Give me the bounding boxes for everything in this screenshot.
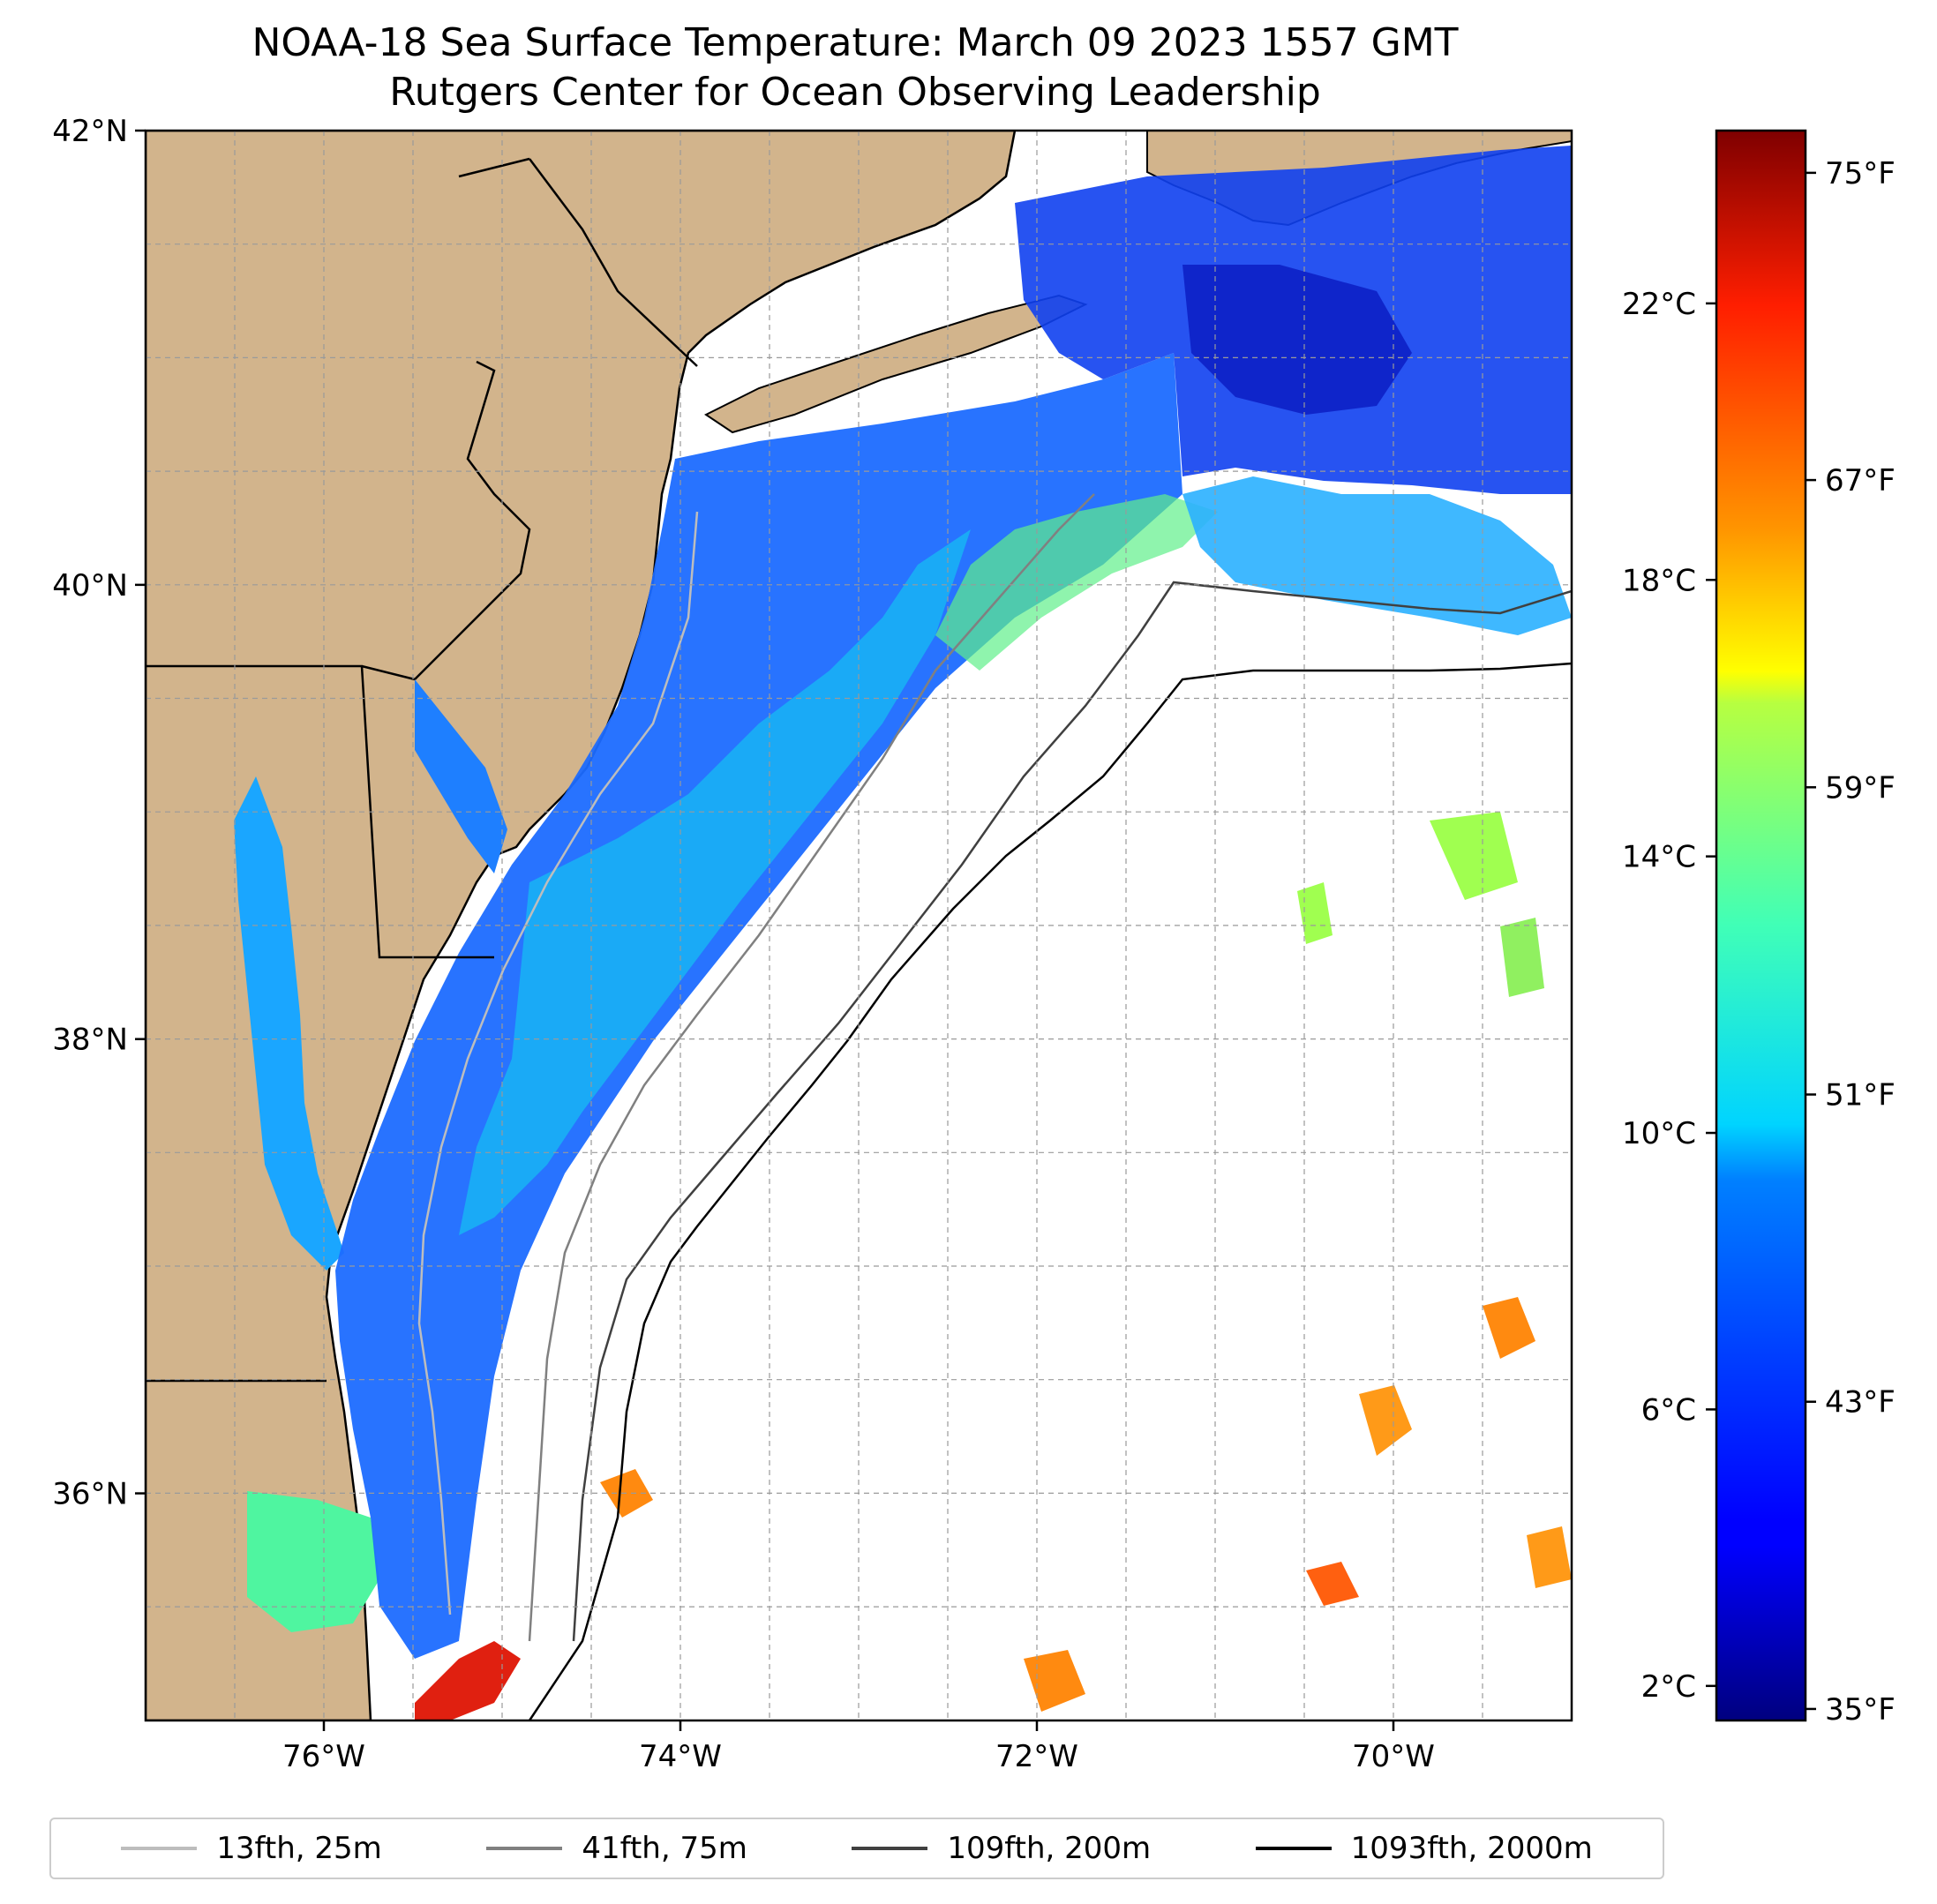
legend-item-200m: 109fth, 200m — [852, 1831, 1151, 1866]
colorbar-celsius-label: 14°C — [1622, 840, 1696, 875]
chart-subtitle: Rutgers Center for Ocean Observing Leade… — [389, 70, 1321, 115]
sst-slope-cyan — [1182, 476, 1572, 635]
chesapeake-bay — [234, 776, 344, 1271]
sst-green-patch-2 — [1297, 882, 1333, 944]
legend-swatch-2000m — [1255, 1847, 1332, 1850]
isobath-2000m — [528, 662, 1572, 1720]
colorbar-fahrenheit-label: 67°F — [1825, 463, 1896, 498]
lat-tick-label: 36°N — [52, 1477, 128, 1512]
colorbar-fahrenheit-label: 59°F — [1825, 770, 1896, 806]
colorbar-fahrenheit-label: 51°F — [1825, 1078, 1896, 1113]
sst-warm-patch-2 — [1024, 1650, 1085, 1712]
isobath-25m — [417, 511, 699, 1615]
lat-axis: 42°N 40°N 38°N 36°N — [52, 114, 146, 1512]
colorbar-celsius-label: 22°C — [1622, 287, 1696, 322]
lon-tick-label: 76°W — [282, 1739, 365, 1774]
sst-green-patch-3 — [1500, 918, 1544, 997]
legend-item-75m: 41fth, 75m — [486, 1831, 747, 1866]
legend-item-2000m: 1093fth, 2000m — [1255, 1831, 1593, 1866]
legend-swatch-25m — [121, 1847, 198, 1850]
sst-shelfbreak-green — [935, 494, 1218, 671]
isobath-75m — [528, 493, 1095, 1642]
isobath-200m — [572, 581, 1572, 1642]
legend-label-2000m: 1093fth, 2000m — [1350, 1831, 1593, 1866]
legend-item-25m: 13fth, 25m — [121, 1831, 382, 1866]
lon-tick-label: 74°W — [639, 1739, 722, 1774]
colorbar-celsius-label: 18°C — [1622, 563, 1696, 598]
pamlico-sound — [247, 1491, 379, 1632]
sst-map: 42°N 40°N 38°N 36°N 76°W 74°W 72°W 70°W 2°C 6°C… — [52, 114, 1896, 1774]
legend: 13fth, 25m 41fth, 75m 109fth, 200m 1093f… — [49, 1818, 1664, 1879]
colorbar-fahrenheit-axis: 35°F 43°F 51°F 59°F 67°F 75°F — [1806, 156, 1896, 1728]
sst-warm-patch-6 — [1306, 1562, 1359, 1606]
colorbar-celsius-label: 2°C — [1641, 1669, 1696, 1705]
lat-tick-label: 42°N — [52, 114, 128, 149]
lon-axis: 76°W 74°W 72°W 70°W — [282, 1720, 1435, 1774]
sst-warm-patch-3 — [1359, 1385, 1412, 1456]
lon-tick-label: 72°W — [995, 1739, 1078, 1774]
colorbar-celsius-label: 10°C — [1622, 1116, 1696, 1151]
lon-tick-label: 70°W — [1352, 1739, 1435, 1774]
sst-dark-blue-patch — [1182, 265, 1412, 415]
legend-label-200m: 109fth, 200m — [947, 1831, 1152, 1866]
legend-label-75m: 41fth, 75m — [582, 1831, 747, 1866]
colorbar-celsius-label: 6°C — [1641, 1392, 1696, 1428]
colorbar-fahrenheit-label: 75°F — [1825, 156, 1896, 191]
chart-title: NOAA-18 Sea Surface Temperature: March 0… — [252, 20, 1459, 65]
sst-green-patch-1 — [1430, 812, 1518, 900]
sst-warm-patch-4 — [1483, 1297, 1535, 1359]
legend-label-25m: 13fth, 25m — [216, 1831, 382, 1866]
lon-gridlines — [234, 131, 1483, 1720]
sst-coastal-blue — [335, 353, 1182, 1659]
colorbar-fahrenheit-label: 35°F — [1825, 1692, 1896, 1728]
sst-gulfstream-red-cape — [415, 1641, 521, 1720]
sst-shelf-cyan — [459, 529, 971, 1235]
sst-warm-patch-5 — [1527, 1526, 1572, 1588]
map-frame — [144, 129, 1573, 1722]
legend-swatch-200m — [852, 1847, 928, 1850]
colorbar-fahrenheit-label: 43°F — [1825, 1385, 1896, 1421]
lat-tick-label: 38°N — [52, 1023, 128, 1058]
delaware-bay — [415, 679, 507, 873]
colorbar-celsius-axis: 2°C 6°C 10°C 14°C 18°C 22°C — [1622, 287, 1716, 1705]
legend-swatch-75m — [486, 1847, 563, 1850]
colorbar — [1715, 129, 1807, 1722]
lat-tick-label: 40°N — [52, 568, 128, 603]
